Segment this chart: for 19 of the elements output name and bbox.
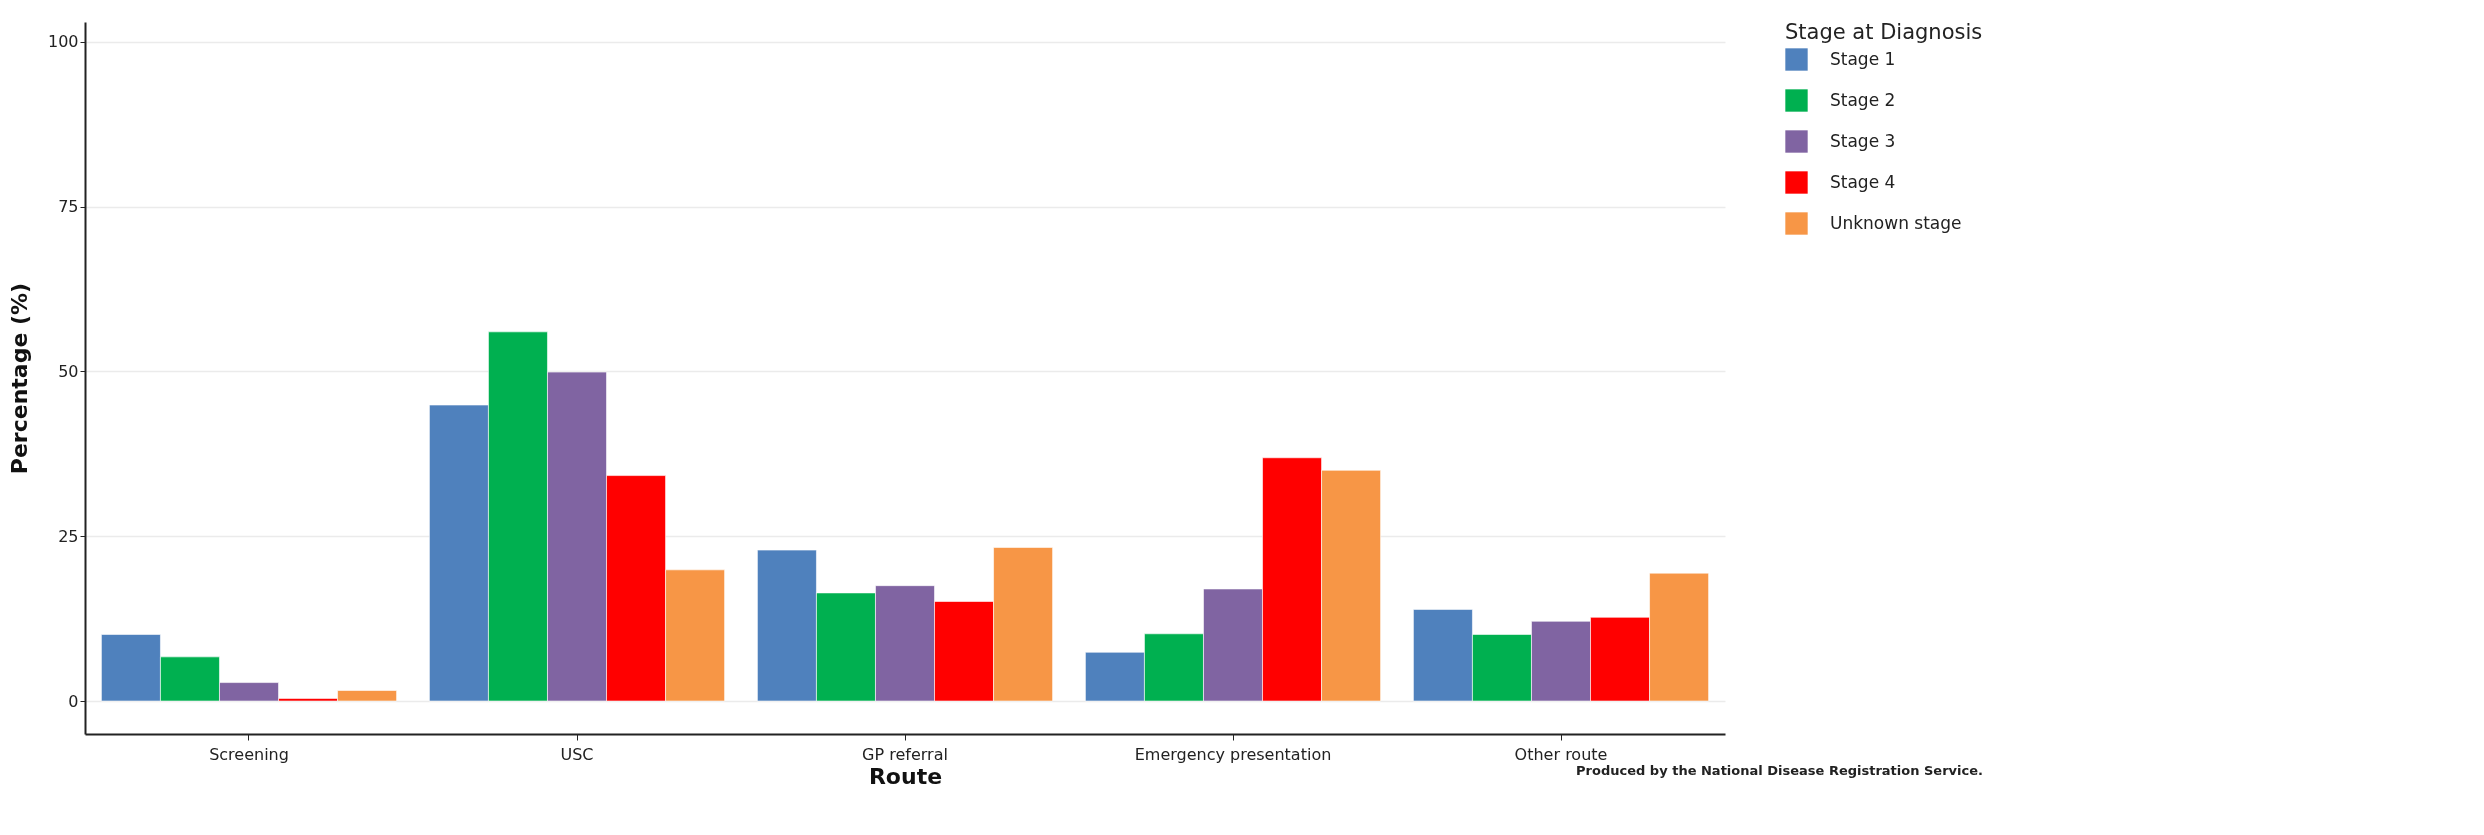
legend-label: Unknown stage <box>1830 212 1962 233</box>
y-tick-label: 25 <box>58 526 79 546</box>
legend-label: Stage 3 <box>1830 130 1896 151</box>
y-tick-label: 0 <box>68 691 79 711</box>
x-tick-label: Screening <box>209 744 289 764</box>
legend-title: Stage at Diagnosis <box>1785 20 1983 44</box>
legend-label: Stage 2 <box>1830 89 1896 110</box>
x-tick-label: Emergency presentation <box>1134 744 1332 764</box>
y-axis-title: Percentage (%) <box>6 282 32 475</box>
y-tick-label: 75 <box>58 197 79 217</box>
legend-label: Stage 4 <box>1830 171 1896 192</box>
y-tick-label: 50 <box>58 361 79 381</box>
legend-label: Stage 1 <box>1830 48 1896 69</box>
x-tick-label: GP referral <box>862 744 948 764</box>
x-tick-label: Other route <box>1514 744 1608 764</box>
text: Produced by the National Disease Registration Service. <box>1576 763 1983 778</box>
x-tick-label: USC <box>560 744 594 764</box>
y-tick-label: 100 <box>47 32 79 52</box>
x-axis-title: Route <box>868 763 943 789</box>
